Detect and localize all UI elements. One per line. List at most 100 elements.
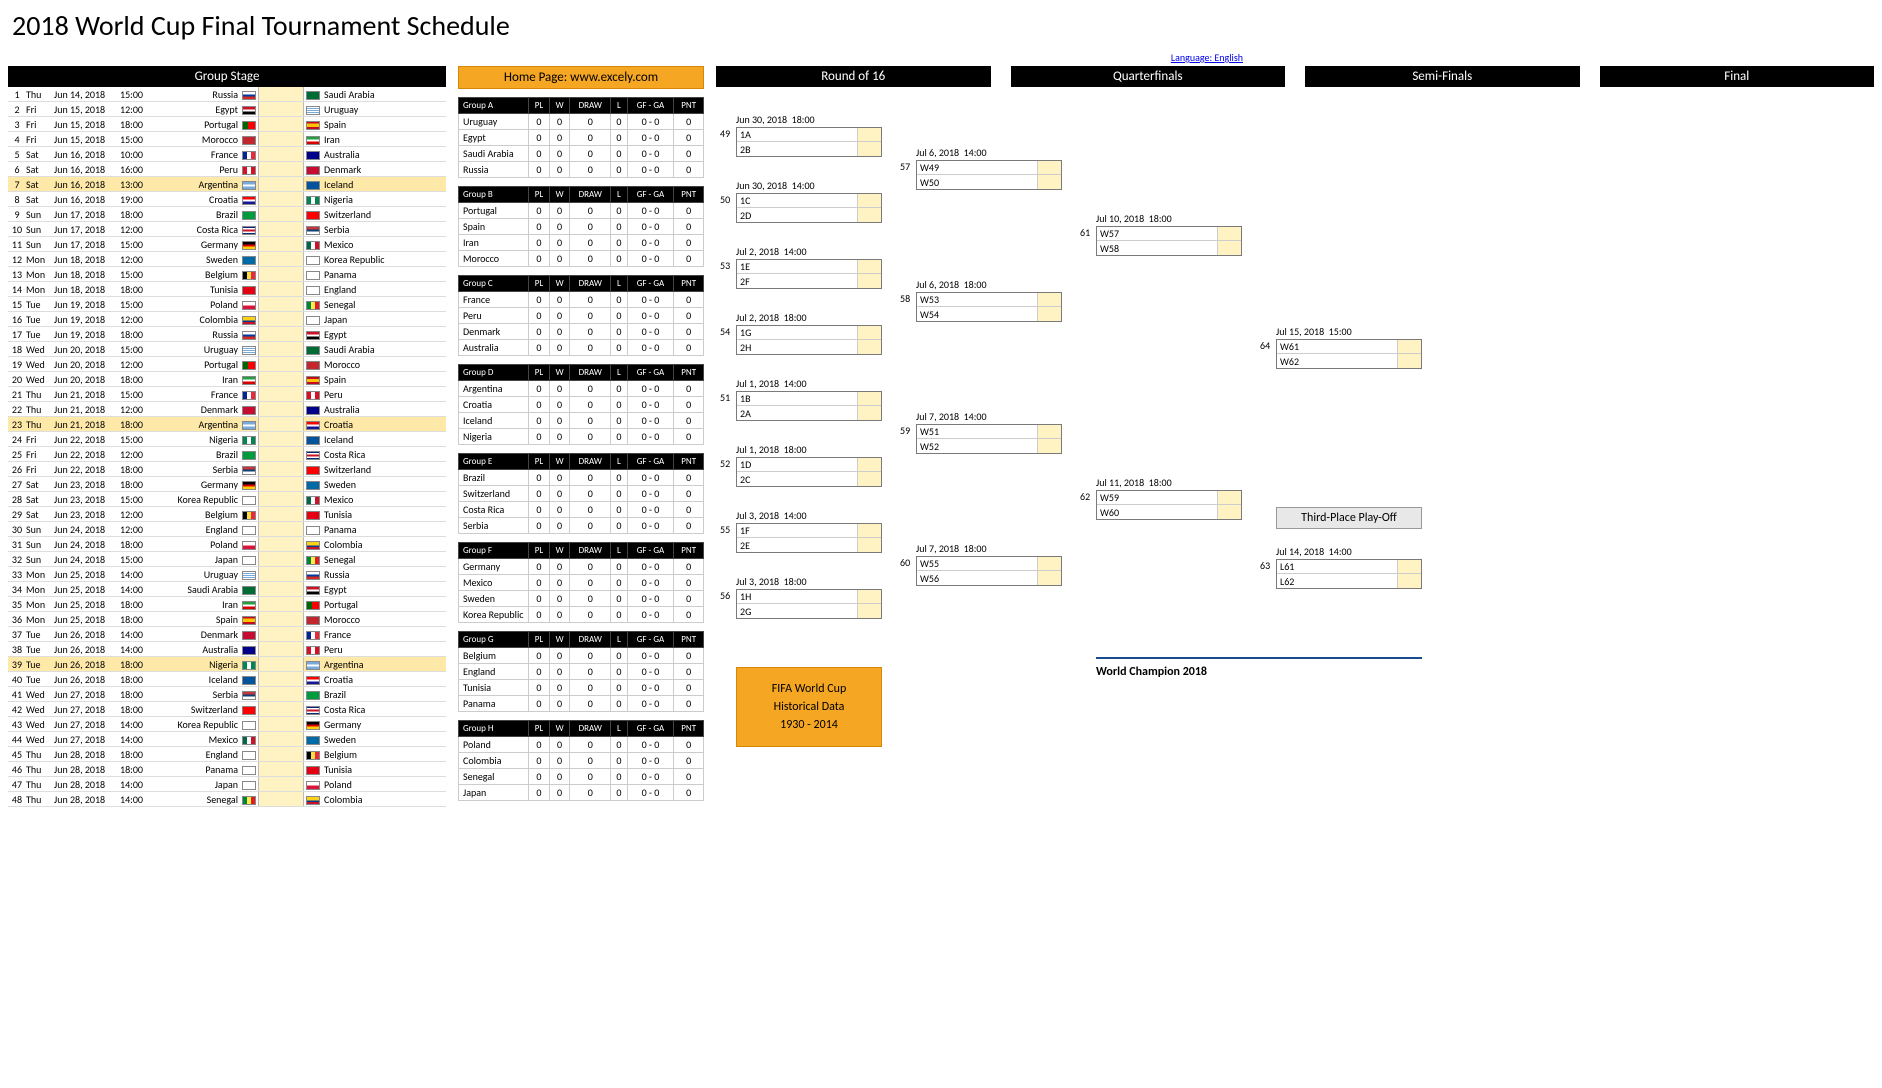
match-score[interactable] [258,447,304,461]
match-score[interactable] [258,612,304,626]
match-score[interactable] [258,702,304,716]
ko-score[interactable] [857,458,881,471]
match-score[interactable] [258,492,304,506]
match-score[interactable] [258,582,304,596]
ko-score[interactable] [857,524,881,537]
ko-score[interactable] [1217,241,1241,255]
match-score[interactable] [258,162,304,176]
match-date: Jun 22, 2018 [54,448,120,461]
language-link[interactable]: Language: English [504,51,1243,64]
match-score[interactable] [258,252,304,266]
match-row: 16 Tue Jun 19, 2018 12:00 Colombia Japan [8,312,446,327]
match-score[interactable] [258,672,304,686]
ko-score[interactable] [1217,227,1241,240]
match-score[interactable] [258,297,304,311]
match-score[interactable] [258,417,304,431]
match-score[interactable] [258,312,304,326]
match-number: 40 [8,673,26,686]
match-score[interactable] [258,102,304,116]
ko-score[interactable] [1217,505,1241,519]
match-score[interactable] [258,597,304,611]
ko-date: Jul 6, 2018 18:00 [916,278,1062,291]
ko-score[interactable] [1037,175,1061,189]
ko-score[interactable] [1397,574,1421,588]
ko-number: 63 [1260,559,1270,572]
ko-score[interactable] [1037,557,1061,570]
ko-team: 2A [737,407,857,420]
ko-score[interactable] [857,590,881,603]
match-score[interactable] [258,657,304,671]
match-score[interactable] [258,627,304,641]
ko-score[interactable] [857,128,881,141]
ko-score[interactable] [1397,354,1421,368]
ko-score[interactable] [857,260,881,273]
match-score[interactable] [258,402,304,416]
ko-score[interactable] [857,406,881,420]
match-team-home: Saudi Arabia [154,583,240,596]
ko-score[interactable] [1037,293,1061,306]
ko-score[interactable] [1037,439,1061,453]
match-row: 29 Sat Jun 23, 2018 12:00 Belgium Tunisi… [8,507,446,522]
home-page-link[interactable]: Home Page: www.excely.com [458,66,704,89]
match-score[interactable] [258,567,304,581]
ko-score[interactable] [857,538,881,552]
match-score[interactable] [258,537,304,551]
ko-score[interactable] [1037,307,1061,321]
match-score[interactable] [258,792,304,806]
match-score[interactable] [258,147,304,161]
match-score[interactable] [258,282,304,296]
match-score[interactable] [258,117,304,131]
ko-match: Jun 30, 2018 18:00 49 1A 2B [736,113,882,157]
match-score[interactable] [258,372,304,386]
match-day: Tue [26,673,54,686]
match-score[interactable] [258,327,304,341]
match-score[interactable] [258,732,304,746]
match-score[interactable] [258,477,304,491]
ko-score[interactable] [857,326,881,339]
ko-score[interactable] [1037,425,1061,438]
match-score[interactable] [258,522,304,536]
ko-score[interactable] [1397,560,1421,573]
group-col: PL [529,454,550,470]
match-score[interactable] [258,747,304,761]
match-score[interactable] [258,462,304,476]
ko-number: 60 [900,556,910,569]
match-score[interactable] [258,387,304,401]
ko-score[interactable] [1037,571,1061,585]
match-score[interactable] [258,177,304,191]
match-score[interactable] [258,552,304,566]
ko-score[interactable] [1397,340,1421,353]
match-score[interactable] [258,222,304,236]
match-score[interactable] [258,192,304,206]
ko-team: W61 [1277,340,1397,353]
match-score[interactable] [258,687,304,701]
match-score[interactable] [258,777,304,791]
match-score[interactable] [258,642,304,656]
group-col: L [611,276,627,292]
match-score[interactable] [258,87,304,101]
ko-score[interactable] [857,274,881,288]
ko-score[interactable] [857,142,881,156]
ko-score[interactable] [857,340,881,354]
ko-score[interactable] [1217,491,1241,504]
match-score[interactable] [258,132,304,146]
match-score[interactable] [258,342,304,356]
ko-score[interactable] [1037,161,1061,174]
match-score[interactable] [258,267,304,281]
match-score[interactable] [258,507,304,521]
ko-score[interactable] [857,604,881,618]
ko-score[interactable] [857,472,881,486]
match-row: 21 Thu Jun 21, 2018 15:00 France Peru [8,387,446,402]
match-score[interactable] [258,237,304,251]
ko-score[interactable] [857,392,881,405]
fifa-historical-box[interactable]: FIFA World CupHistorical Data1930 - 2014 [736,667,882,747]
match-score[interactable] [258,207,304,221]
final-header: Final [1600,66,1875,87]
match-score[interactable] [258,717,304,731]
match-score[interactable] [258,762,304,776]
match-score[interactable] [258,432,304,446]
match-date: Jun 21, 2018 [54,388,120,401]
ko-score[interactable] [857,208,881,222]
match-score[interactable] [258,357,304,371]
ko-score[interactable] [857,194,881,207]
